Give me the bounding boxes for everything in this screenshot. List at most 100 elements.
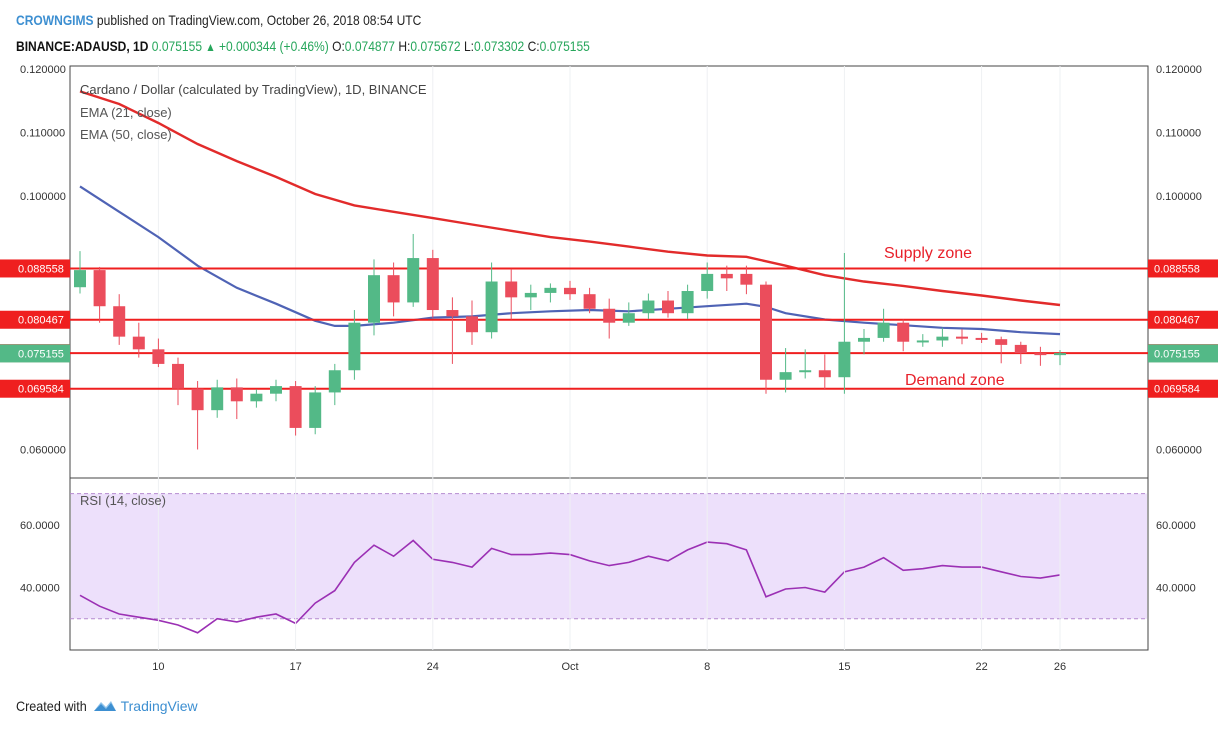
- time-tick-label: 22: [975, 661, 987, 673]
- candle-body[interactable]: [1014, 344, 1027, 354]
- candle-body[interactable]: [426, 258, 439, 311]
- candle-body[interactable]: [740, 273, 753, 285]
- candle-body[interactable]: [328, 370, 341, 393]
- candle-body[interactable]: [211, 387, 224, 411]
- candle-body[interactable]: [818, 370, 831, 378]
- published-text: published on TradingView.com, October 26…: [96, 12, 422, 28]
- candle-body[interactable]: [368, 275, 380, 323]
- symbol-label: BINANCE:ADAUSD, 1D: [16, 38, 149, 54]
- ohlc-close-key: C:: [527, 38, 540, 54]
- time-tick-label: 8: [704, 661, 710, 673]
- candle-body[interactable]: [270, 386, 282, 394]
- price-label-right: 0.075155: [1154, 348, 1200, 360]
- author-name[interactable]: CROWNGIMS: [16, 12, 94, 28]
- candle-body[interactable]: [172, 363, 184, 389]
- price-chart[interactable]: 0.060000 0.060000 0.100000 0.100000 0.110000…: [0, 0, 1220, 690]
- candle-body[interactable]: [622, 313, 635, 323]
- time-tick-label: Oct: [561, 661, 578, 673]
- candle-body[interactable]: [485, 281, 498, 333]
- candle-body[interactable]: [583, 294, 596, 309]
- candle-body[interactable]: [603, 308, 616, 323]
- price-label-right-box: [1148, 379, 1218, 398]
- price-tick-left: 0.060000: [20, 444, 66, 456]
- candle-body[interactable]: [348, 322, 361, 371]
- price-tick-left: 0.110000: [20, 128, 65, 140]
- candle-body[interactable]: [956, 336, 968, 339]
- candle-body[interactable]: [132, 336, 145, 350]
- rsi-tick-left: 60.0000: [20, 520, 60, 532]
- time-tick-label: 26: [1054, 661, 1066, 673]
- candle-body[interactable]: [387, 275, 400, 303]
- candle-body[interactable]: [916, 340, 929, 343]
- candle-body[interactable]: [466, 316, 478, 333]
- last-price: 0.075155: [151, 38, 203, 54]
- rsi-tick-left: 40.0000: [20, 582, 60, 594]
- candle-body[interactable]: [309, 392, 322, 428]
- rsi-tick-right: 40.0000: [1156, 582, 1196, 594]
- price-label-right: 0.088558: [1154, 263, 1200, 275]
- tradingview-link[interactable]: TradingView: [120, 698, 198, 714]
- candle-body[interactable]: [250, 393, 263, 402]
- ohlc-open-key: O:: [332, 38, 345, 54]
- tradingview-logo-icon: [93, 701, 116, 711]
- candle-body[interactable]: [544, 287, 557, 293]
- ohlc-open: 0.074877: [344, 38, 396, 54]
- price-tick-left: 0.120000: [20, 64, 66, 76]
- candle-body[interactable]: [642, 300, 655, 314]
- up-arrow-icon: ▲: [205, 40, 216, 54]
- candle-body[interactable]: [93, 270, 106, 307]
- candle-body[interactable]: [446, 310, 459, 317]
- candle-body[interactable]: [1054, 353, 1066, 356]
- candle-body[interactable]: [407, 258, 420, 303]
- candle-body[interactable]: [720, 273, 733, 279]
- candle-body[interactable]: [975, 337, 988, 340]
- price-tick-right: 0.110000: [1156, 128, 1201, 140]
- time-tick-label: 24: [427, 661, 439, 673]
- price-label-right-box: [1148, 344, 1218, 363]
- ohlc-high: 0.075672: [410, 38, 461, 54]
- candle-body[interactable]: [858, 337, 870, 342]
- candle-body[interactable]: [799, 370, 812, 373]
- demand-zone-label: Demand zone: [905, 372, 1005, 389]
- created-with-text: Created with: [16, 698, 87, 714]
- rsi-tick-right: 60.0000: [1156, 520, 1196, 532]
- price-label-right-box: [1148, 310, 1218, 329]
- candle-body[interactable]: [113, 306, 126, 337]
- candle-body[interactable]: [191, 388, 204, 411]
- time-tick-label: 10: [152, 661, 164, 673]
- price-label-left: 0.088558: [18, 263, 64, 275]
- candle-body[interactable]: [74, 270, 86, 288]
- price-tick-right: 0.100000: [1156, 191, 1202, 203]
- price-label-left-box: [0, 310, 70, 329]
- price-label-right: 0.080467: [1154, 315, 1200, 327]
- candle-body[interactable]: [289, 386, 302, 428]
- legend-ema21: EMA (21, close): [80, 105, 172, 120]
- candle-body[interactable]: [838, 341, 851, 378]
- footer: Created with TradingView: [16, 698, 198, 714]
- candle-body[interactable]: [152, 349, 165, 364]
- price-tick-left: 0.100000: [20, 191, 66, 203]
- chart-header-line1: CROWNGIMS published on TradingView.com, …: [16, 12, 421, 28]
- candle-body[interactable]: [936, 336, 949, 341]
- time-tick-label: 15: [838, 661, 850, 673]
- candle-body[interactable]: [701, 273, 714, 292]
- candle-body[interactable]: [662, 300, 674, 314]
- candle-body[interactable]: [995, 339, 1008, 345]
- price-label-left: 0.075155: [18, 348, 64, 360]
- candle-body[interactable]: [779, 372, 792, 380]
- candle-body[interactable]: [564, 287, 576, 295]
- candle-body[interactable]: [1034, 353, 1047, 356]
- candle-body[interactable]: [681, 291, 694, 314]
- candle-body[interactable]: [760, 284, 772, 380]
- price-label-left-box: [0, 344, 70, 363]
- price-tick-right: 0.120000: [1156, 64, 1202, 76]
- price-label-left-box: [0, 259, 70, 278]
- candle-body[interactable]: [877, 322, 890, 338]
- candle-body[interactable]: [897, 322, 910, 342]
- candle-body[interactable]: [230, 387, 243, 402]
- candle-body[interactable]: [524, 292, 537, 298]
- price-label-left: 0.080467: [18, 315, 64, 327]
- candle-body[interactable]: [505, 281, 518, 298]
- legend-rsi: RSI (14, close): [80, 493, 166, 508]
- ohlc-low: 0.073302: [474, 38, 525, 54]
